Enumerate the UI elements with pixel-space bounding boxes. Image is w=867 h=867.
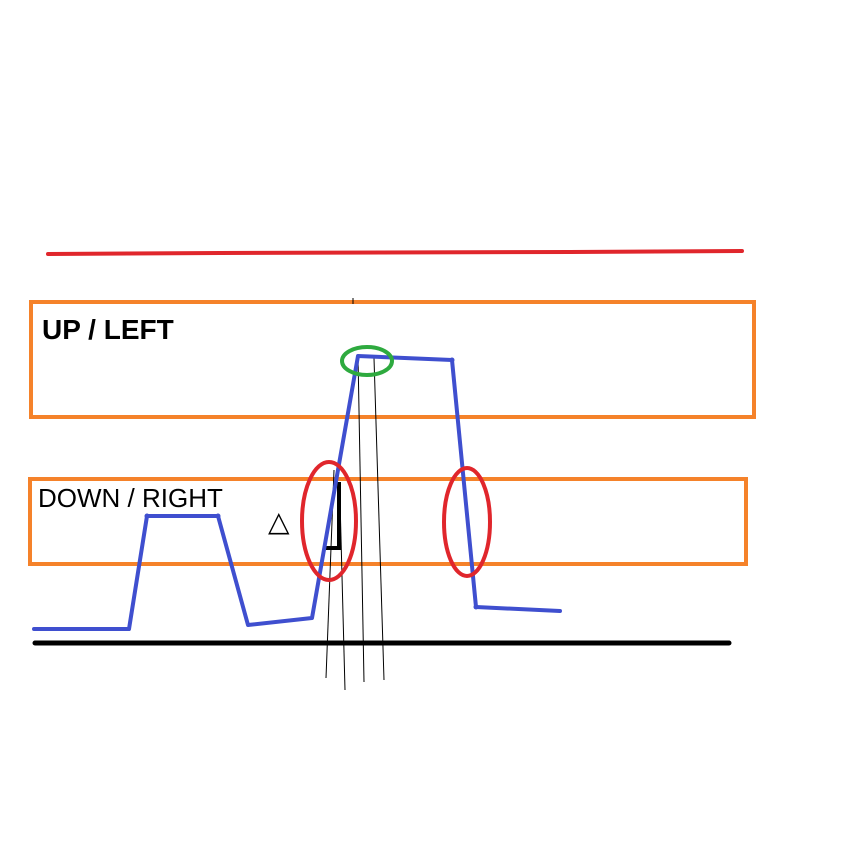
delta-symbol: △ bbox=[268, 505, 290, 538]
guide-line bbox=[373, 357, 385, 681]
falling-edge-marker bbox=[442, 466, 492, 578]
down-right-label: DOWN / RIGHT bbox=[38, 483, 223, 513]
signal-vertex bbox=[144, 513, 150, 519]
step-marker bbox=[325, 482, 341, 550]
down-right-zone bbox=[28, 477, 748, 566]
signal-vertices bbox=[144, 357, 479, 610]
signal-vertex bbox=[473, 604, 479, 610]
up-left-zone bbox=[29, 300, 756, 419]
signal-vertex bbox=[449, 357, 455, 363]
signal-vertex bbox=[215, 513, 221, 519]
rising-edge-marker bbox=[300, 460, 358, 582]
up-left-label: UP / LEFT bbox=[42, 314, 174, 345]
peak-marker bbox=[340, 345, 394, 377]
threshold-line bbox=[46, 249, 744, 256]
guide-line bbox=[357, 355, 365, 683]
signal-trace bbox=[32, 354, 562, 631]
